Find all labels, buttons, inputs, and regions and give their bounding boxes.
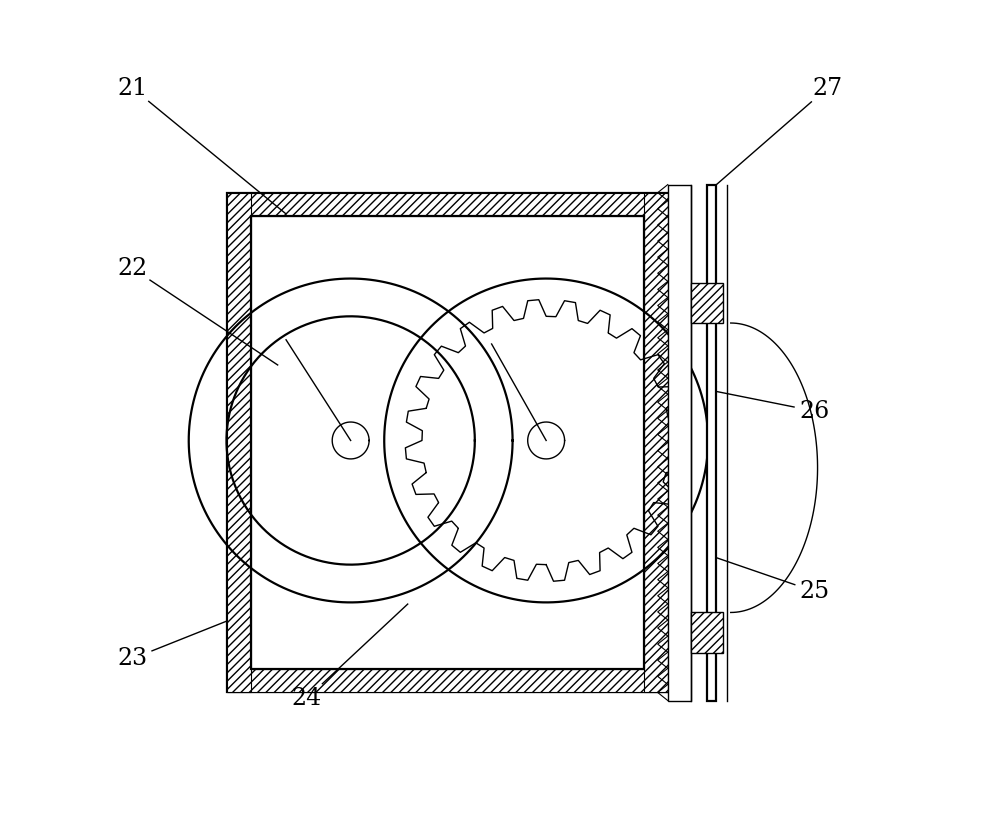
Bar [691, 612, 723, 653]
Text: 21: 21 [117, 76, 148, 100]
Bar [668, 185, 691, 701]
Bar [227, 193, 251, 692]
Text: 25: 25 [800, 580, 830, 603]
Text: 24: 24 [292, 686, 322, 710]
Text: 23: 23 [117, 647, 148, 670]
Text: 27: 27 [812, 76, 842, 100]
Text: 22: 22 [117, 257, 148, 280]
Text: 26: 26 [800, 399, 830, 423]
Bar [691, 283, 723, 323]
Bar [644, 193, 668, 692]
Bar [227, 193, 668, 692]
Bar [251, 216, 644, 669]
Bar [707, 185, 716, 701]
Bar [227, 669, 668, 692]
Bar [227, 193, 668, 216]
